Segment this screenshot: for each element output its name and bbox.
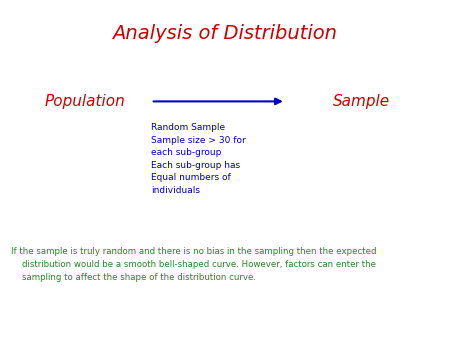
Text: Sample: Sample — [333, 94, 390, 109]
Text: If the sample is truly random and there is no bias in the sampling then the expe: If the sample is truly random and there … — [11, 247, 377, 282]
Text: Analysis of Distribution: Analysis of Distribution — [112, 24, 338, 43]
Text: Random Sample
Sample size > 30 for
each sub-group
Each sub-group has
Equal numbe: Random Sample Sample size > 30 for each … — [151, 123, 246, 195]
Text: Population: Population — [45, 94, 126, 109]
